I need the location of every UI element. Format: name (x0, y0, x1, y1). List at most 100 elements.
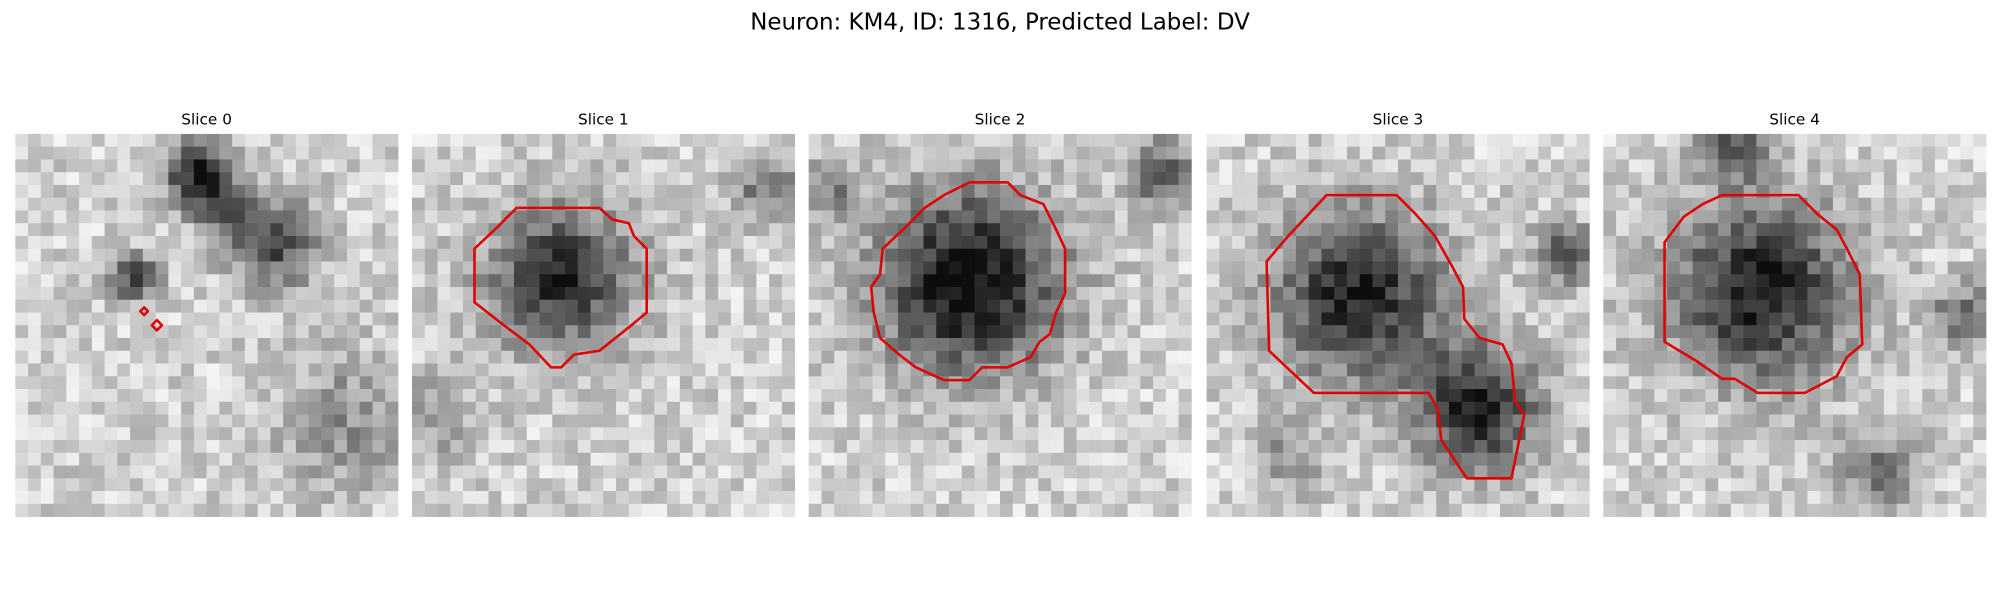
pixel (1165, 427, 1179, 441)
pixel (1679, 427, 1693, 441)
pixel (1616, 274, 1630, 288)
pixel (1769, 274, 1783, 288)
pixel (1756, 286, 1770, 301)
pixel (1410, 389, 1424, 403)
pixel (1076, 197, 1090, 211)
pixel (1359, 197, 1373, 211)
pixel (910, 389, 924, 403)
pixel (28, 478, 42, 492)
pixel (206, 325, 220, 339)
pixel (730, 248, 745, 262)
pixel (679, 172, 693, 186)
pixel (270, 286, 284, 301)
pixel (1794, 325, 1808, 339)
pixel (552, 248, 566, 262)
pixel (1334, 478, 1348, 492)
pixel (1270, 197, 1284, 211)
pixel (104, 197, 118, 211)
pixel (15, 210, 29, 224)
pixel (244, 133, 259, 148)
pixel (181, 159, 195, 173)
pixel (244, 376, 259, 390)
pixel (359, 159, 373, 173)
pixel (539, 491, 553, 505)
pixel (1219, 427, 1233, 441)
pixel (1909, 452, 1923, 466)
panel-title: Slice 0 (181, 110, 232, 128)
pixel (475, 376, 489, 390)
pixel (1947, 478, 1961, 492)
pixel (1012, 286, 1026, 301)
pixel (1667, 452, 1681, 466)
pixel (346, 376, 361, 390)
pixel (679, 452, 693, 466)
pixel (1820, 350, 1834, 364)
pixel (1461, 338, 1475, 352)
pixel (142, 452, 156, 466)
pixel (1551, 427, 1565, 441)
pixel (130, 299, 144, 313)
pixel (91, 440, 105, 454)
pixel (79, 248, 93, 262)
pixel (1500, 452, 1514, 466)
pixel (91, 146, 105, 160)
pixel (526, 478, 540, 492)
pixel (450, 401, 464, 415)
pixel (897, 248, 912, 262)
pixel (603, 274, 617, 288)
pixel (1883, 401, 1898, 415)
pixel (628, 338, 642, 352)
pixel (1257, 261, 1271, 275)
pixel (1165, 491, 1179, 505)
pixel (1295, 401, 1310, 415)
pixel (1781, 210, 1796, 224)
pixel (1692, 491, 1706, 505)
pixel (1576, 401, 1590, 415)
pixel (1178, 210, 1192, 224)
pixel (1692, 299, 1706, 313)
pixel (424, 184, 438, 199)
pixel (104, 414, 118, 428)
pixel (590, 146, 604, 160)
pixel (718, 172, 732, 186)
pixel (1563, 286, 1577, 301)
pixel (1232, 197, 1246, 211)
pixel (501, 338, 515, 352)
pixel (948, 427, 963, 441)
pixel (923, 414, 937, 428)
pixel (372, 376, 386, 390)
pixel (1410, 401, 1424, 415)
pixel (424, 389, 438, 403)
pixel (1334, 440, 1348, 454)
pixel (155, 235, 169, 250)
pixel (1410, 146, 1424, 160)
pixel (987, 338, 1001, 352)
pixel (897, 401, 912, 415)
pixel (1436, 363, 1450, 377)
pixel (1934, 427, 1949, 441)
pixel (385, 133, 399, 148)
pixel (308, 491, 322, 505)
pixel (295, 286, 310, 301)
pixel (679, 133, 693, 148)
pixel (514, 414, 528, 428)
pixel (1807, 286, 1821, 301)
pixel (603, 223, 617, 237)
pixel (1947, 401, 1961, 415)
pixel (923, 350, 937, 364)
pixel (1206, 235, 1220, 250)
pixel (1858, 197, 1872, 211)
pixel (1334, 491, 1348, 505)
pixel (40, 350, 54, 364)
pixel (244, 299, 259, 313)
pixel (1114, 210, 1128, 224)
pixel (372, 363, 386, 377)
pixel (910, 184, 924, 199)
pixel (424, 478, 438, 492)
pixel (1858, 235, 1872, 250)
pixel (1500, 427, 1514, 441)
pixel (79, 325, 93, 339)
pixel (590, 478, 604, 492)
pixel (1076, 338, 1090, 352)
pixel (488, 261, 502, 275)
